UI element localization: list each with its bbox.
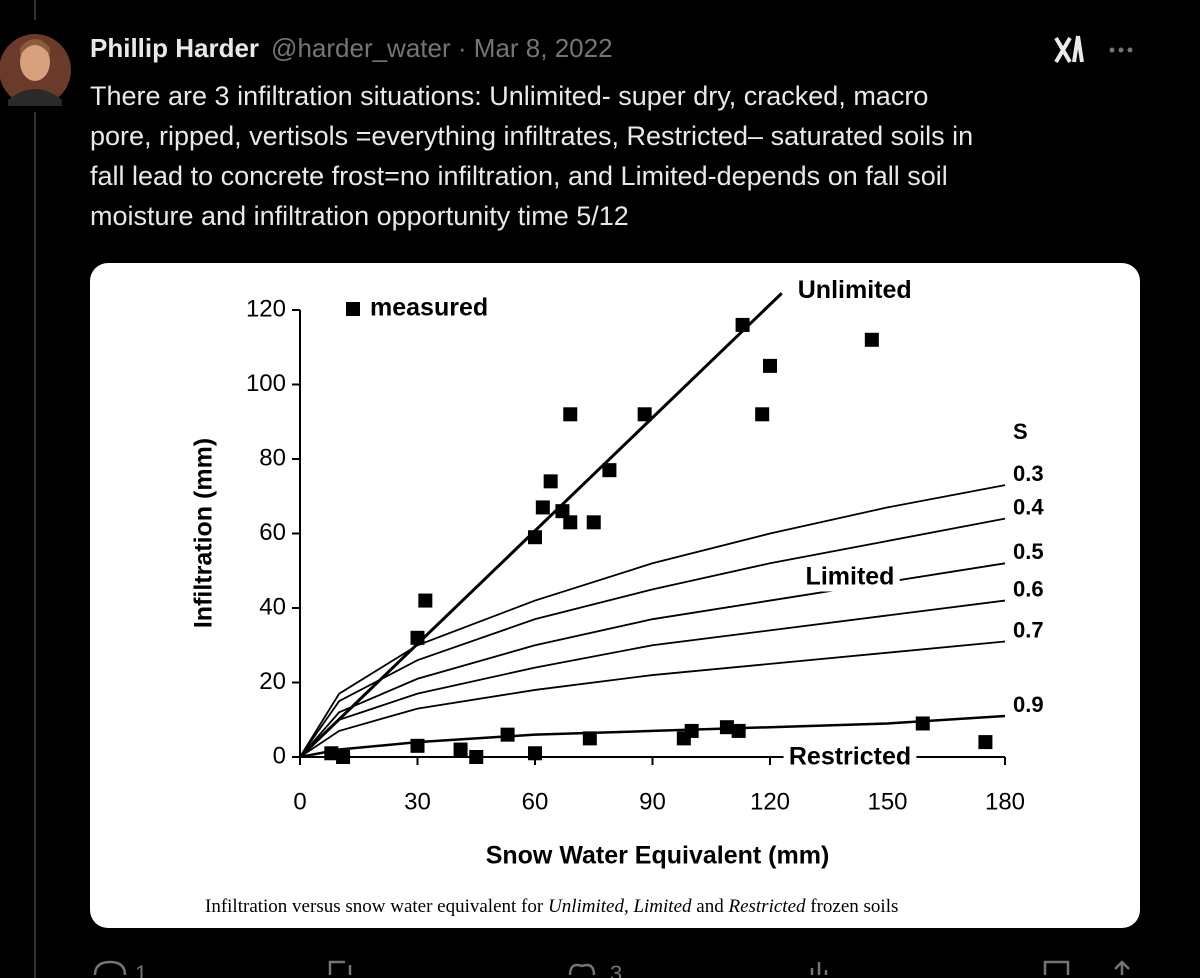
point [555, 504, 570, 519]
y-tick-label: 60 [259, 519, 286, 546]
curve [299, 484, 1006, 758]
curve [299, 517, 1006, 758]
tweet-line: fall lead to concrete frost=no infiltrat… [90, 161, 948, 191]
x-tick-label: 90 [639, 788, 666, 815]
point [735, 317, 750, 332]
share-icon[interactable] [1114, 960, 1130, 975]
curve-label: Unlimited [798, 276, 912, 304]
point [864, 332, 879, 347]
chart: 0 20 40 60 80 100 120 0 30 60 90 120 150 180 Snow Wate… [190, 276, 1045, 918]
bookmark-icon[interactable] [1043, 960, 1070, 975]
x-tick-label: 150 [867, 788, 907, 815]
views-icon[interactable] [810, 962, 828, 975]
chart-image[interactable] [90, 263, 1140, 928]
y-tick-label: 20 [259, 668, 286, 695]
point [324, 746, 339, 761]
point [528, 746, 542, 761]
y-tick-label: 100 [246, 370, 286, 397]
x-tick-label: 30 [404, 788, 431, 815]
reply-count: 1 [135, 961, 147, 978]
action-bar [93, 960, 1130, 976]
point [602, 463, 617, 478]
handle[interactable]: @harder_water [271, 33, 451, 63]
like-count: 3 [610, 961, 622, 978]
tweet-line: pore, ripped, vertisols =everything infi… [90, 121, 973, 151]
point [637, 407, 652, 422]
retweet-icon[interactable] [328, 960, 352, 975]
x-tick-label: 60 [522, 788, 549, 815]
caption-part: Restricted [727, 896, 806, 917]
legend-marker [346, 302, 360, 316]
caption: Infiltration versus snow water equivalen… [205, 896, 898, 917]
more-icon[interactable] [1109, 47, 1133, 53]
x-tick-label: 120 [750, 788, 790, 815]
point [731, 723, 746, 738]
point [500, 727, 515, 742]
y-tick-label: 40 [259, 593, 286, 620]
curve [299, 640, 1006, 758]
curve-label: 0.3 [1013, 461, 1044, 486]
reply-icon[interactable] [93, 960, 127, 976]
x-tick-label: 0 [293, 788, 306, 815]
point [586, 515, 601, 530]
caption-part: Unlimited, Limited [548, 896, 692, 917]
point [915, 716, 930, 731]
author-name[interactable]: Phillip Harder [90, 33, 259, 63]
s-label: S [1013, 419, 1028, 444]
date[interactable]: Mar 8, 2022 [474, 33, 613, 63]
caption-part: frozen soils [806, 896, 899, 917]
annotation: Limited [806, 563, 895, 591]
point [418, 593, 433, 608]
point [543, 474, 558, 489]
tweet-text: There are 3 infiltration situations: Unl… [90, 81, 973, 231]
point [719, 720, 734, 735]
point [469, 750, 484, 764]
x-axis-title: Snow Water Equivalent (mm) [486, 842, 830, 870]
curve-label: 0.4 [1013, 494, 1044, 519]
tweet-line: moisture and infiltration opportunity ti… [90, 201, 629, 231]
curve-label: 0.6 [1013, 576, 1044, 601]
curve-label: 0.9 [1013, 692, 1044, 717]
curve [299, 562, 1006, 758]
grok-icon[interactable] [1054, 35, 1084, 64]
legend-label: measured [370, 294, 488, 322]
curve-label: 0.7 [1013, 617, 1044, 642]
annotation: Restricted [789, 743, 911, 771]
point [684, 723, 699, 738]
separator: · [458, 33, 467, 63]
point [453, 742, 468, 757]
point [410, 630, 425, 645]
point [563, 515, 578, 530]
caption-part: and [692, 896, 729, 917]
point [410, 738, 425, 753]
like-icon[interactable] [568, 963, 596, 976]
point [535, 500, 550, 515]
point [582, 731, 597, 746]
point [336, 750, 351, 764]
avatar[interactable] [0, 34, 71, 106]
y-tick-label: 80 [259, 444, 286, 471]
point [763, 358, 777, 373]
point [755, 407, 770, 422]
y-tick-label: 0 [273, 742, 286, 769]
point [563, 407, 578, 422]
point [978, 735, 993, 750]
curve-label: 0.5 [1013, 539, 1044, 564]
caption-part: Infiltration versus snow water equivalen… [205, 896, 548, 917]
curve [299, 599, 1006, 758]
tweet-meta: @harder_water · Mar 8, 2022 [271, 33, 612, 63]
y-tick-label: 120 [246, 295, 286, 322]
tweet-line: There are 3 infiltration situations: Unl… [90, 81, 928, 111]
point [528, 530, 542, 545]
x-tick-label: 180 [985, 788, 1025, 815]
y-axis-title: Infiltration (mm) [190, 438, 218, 628]
